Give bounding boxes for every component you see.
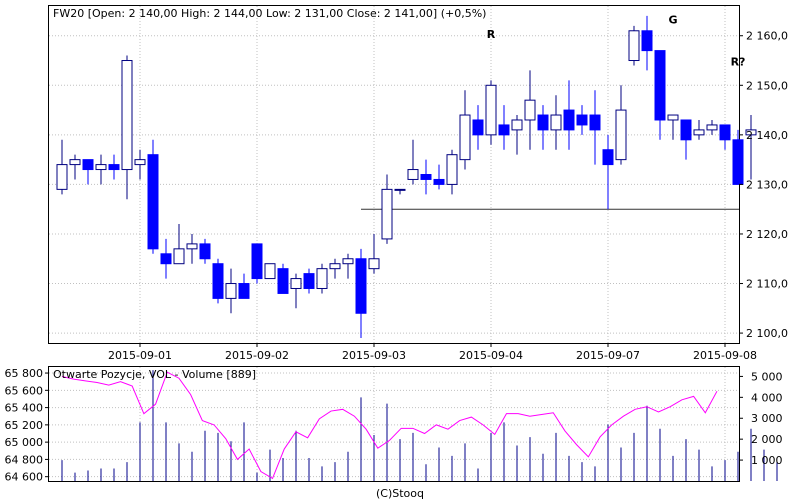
candle-up	[693, 129, 705, 136]
price-tick-label: 2 150,0	[746, 79, 788, 92]
candle-up	[459, 114, 471, 161]
candle-down	[251, 243, 263, 280]
candle-up	[186, 243, 198, 250]
oi-tick-label: 64 800	[5, 453, 44, 466]
price-tick-label: 2 100,0	[746, 327, 788, 340]
volume-tick-label: 3 000	[751, 412, 783, 425]
oi-tick-label: 65 400	[5, 402, 44, 415]
candle-down	[589, 114, 601, 131]
volume-bars	[61, 370, 778, 481]
footer-copyright: (C)Stooq	[376, 487, 424, 500]
candle-up	[290, 278, 302, 289]
candle-down	[641, 30, 653, 52]
candle-up	[524, 99, 536, 121]
candle-up	[745, 129, 757, 136]
candle-up	[69, 159, 81, 166]
volume-tick-label: 1 000	[751, 454, 783, 467]
volume-tick-label: 4 000	[751, 391, 783, 404]
candle-up	[225, 283, 237, 299]
candle-up	[95, 164, 107, 171]
pattern-annotation: R?	[731, 55, 746, 68]
candle-up	[446, 154, 458, 185]
candle-down	[212, 263, 224, 299]
candle-down	[108, 164, 120, 171]
candle-up	[342, 258, 354, 265]
candle-down	[199, 243, 211, 260]
candle-down	[472, 119, 484, 136]
candle-up	[381, 188, 393, 240]
date-tick-label: 2015-09-08	[693, 349, 757, 362]
candle-down	[303, 273, 315, 289]
oi-tick-label: 65 000	[5, 436, 44, 449]
volume-chart-title: Otwarte Pozycje, VOL - Volume [889]	[53, 368, 256, 381]
candle-down	[420, 174, 432, 180]
open-interest-series	[61, 371, 718, 480]
volume-grid	[49, 367, 739, 481]
price-candles	[56, 15, 757, 339]
price-tick-label: 2 140,0	[746, 129, 788, 142]
volume-tick-label: 5 000	[751, 370, 783, 383]
oi-tick-label: 64 600	[5, 471, 44, 484]
date-tick-label: 2015-09-03	[342, 349, 406, 362]
candle-up	[368, 258, 380, 270]
date-tick-label: 2015-09-04	[459, 349, 523, 362]
candle-down	[160, 253, 172, 265]
price-axis: 2 100,0 2 110,0 2 120,0 2 130,0 2 140,0 2 150…	[739, 30, 788, 340]
candle-up	[407, 169, 419, 180]
candle-down	[355, 258, 367, 314]
open-interest-line	[61, 371, 718, 480]
oi-tick-label: 65 200	[5, 419, 44, 432]
candle-up	[550, 114, 562, 131]
candle-up	[121, 60, 133, 171]
oi-tick-label: 65 800	[5, 367, 44, 380]
candle-up	[511, 119, 523, 131]
price-tick-label: 2 160,0	[746, 30, 788, 43]
candle-down	[719, 124, 731, 141]
volume-axes: 64 600 64 800 65 000 65 200 65 400 65 600 65 8…	[5, 367, 783, 484]
candle-up	[316, 268, 328, 289]
date-tick-label: 2015-09-01	[108, 349, 172, 362]
pattern-annotation: R	[487, 28, 496, 41]
candle-down	[82, 159, 94, 171]
candle-down	[147, 154, 159, 250]
candle-up	[615, 109, 627, 161]
date-axis: 2015-09-01 2015-09-02 2015-09-03 2015-09-04…	[108, 343, 757, 362]
price-tick-label: 2 120,0	[746, 228, 788, 241]
candle-up	[667, 114, 679, 121]
candle-up	[706, 124, 718, 131]
candle-down	[238, 283, 250, 299]
candle-down	[433, 178, 445, 185]
candle-up	[485, 84, 497, 136]
candle-down	[277, 268, 289, 294]
price-tick-label: 2 110,0	[746, 278, 788, 291]
candle-up	[173, 248, 185, 265]
candle-up	[134, 159, 146, 166]
price-annotations: R G R?	[487, 13, 746, 68]
candle-down	[602, 149, 614, 166]
volume-panel-frame	[48, 366, 740, 482]
candle-down	[654, 50, 666, 121]
candle-down	[498, 124, 510, 136]
oi-tick-label: 65 600	[5, 384, 44, 397]
date-tick-label: 2015-09-07	[576, 349, 640, 362]
candle-down	[537, 114, 549, 131]
volume-tick-label: 2 000	[751, 433, 783, 446]
candle-down	[576, 114, 588, 126]
pattern-annotation: G	[668, 13, 677, 26]
price-chart-title: FW20 [Open: 2 140,00 High: 2 144,00 Low:…	[53, 7, 486, 20]
candle-down	[732, 139, 744, 185]
candle-up	[628, 30, 640, 62]
price-tick-label: 2 130,0	[746, 178, 788, 191]
candle-down	[563, 109, 575, 131]
candle-down	[680, 119, 692, 141]
candle-up	[56, 164, 68, 190]
candle-up	[264, 263, 276, 280]
candle-up	[329, 263, 341, 270]
candle-up	[394, 188, 406, 191]
date-tick-label: 2015-09-02	[225, 349, 289, 362]
